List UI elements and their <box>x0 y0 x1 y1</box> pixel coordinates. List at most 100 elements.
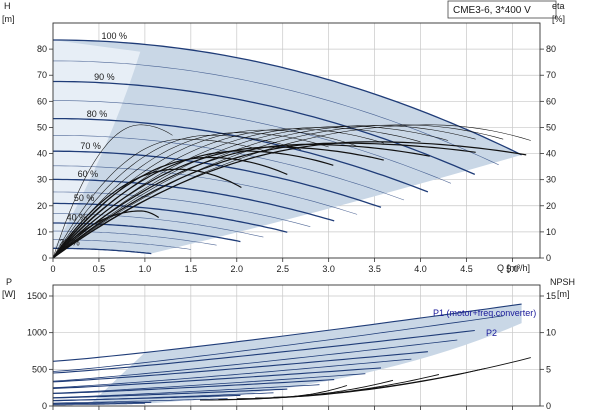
p2-curve-3 <box>52 373 366 394</box>
by2tick-label-2: 10 <box>546 328 556 338</box>
p1-curve-7 <box>53 401 152 405</box>
ytick-label-7: 70 <box>37 70 47 80</box>
bottom-region-fill <box>89 304 522 405</box>
speed-label-3: 70 % <box>80 141 101 151</box>
head-curve-21pct <box>53 247 152 255</box>
p1-curve-5 <box>52 388 288 399</box>
x-axis-label-q: Q <box>497 263 504 273</box>
bytick-label-2: 1000 <box>27 328 47 338</box>
eta-curve-0 <box>52 141 527 259</box>
p1-curve-0 <box>52 303 522 362</box>
bottom-operating-region <box>89 304 522 405</box>
p1-curve-4 <box>52 379 335 395</box>
top-region-left <box>53 39 141 251</box>
y2tick-label-7: 70 <box>546 70 556 80</box>
series-label-p1: P1 (motor+freq.converter) <box>433 308 536 318</box>
y2tick-label-4: 40 <box>546 149 556 159</box>
xtick-label-6: 3.0 <box>322 264 335 274</box>
ytick-label-6: 60 <box>37 96 47 106</box>
xtick-label-9: 4.5 <box>460 264 473 274</box>
speed-label-7: 21 % <box>59 238 80 248</box>
eta-thin-7 <box>52 132 329 259</box>
x-axis-unit-q: [m³/h] <box>507 263 530 273</box>
xtick-label-4: 2.0 <box>231 264 244 274</box>
head-curve-100pct <box>53 39 522 156</box>
ytick-label-0: 0 <box>42 253 47 263</box>
eta-curve-5 <box>52 156 288 259</box>
title-box <box>447 0 557 19</box>
ytick-label-1: 10 <box>37 227 47 237</box>
speed-labels: 100 % 90 % 80 % 70 % 60 % 50 % 40 % 21 % <box>59 31 127 248</box>
ytick-label-2: 20 <box>37 201 47 211</box>
bytick-label-3: 1500 <box>27 291 47 301</box>
y2tick-label-0: 0 <box>546 253 551 263</box>
npsh-curve-4 <box>273 385 348 398</box>
head-curve-thin-3 <box>53 165 358 215</box>
bytick-label-1: 500 <box>32 364 47 374</box>
speed-label-0: 100 % <box>101 31 127 41</box>
head-curve-70pct <box>53 150 382 208</box>
top-frame <box>52 22 541 259</box>
by2tick-label-0: 0 <box>546 401 551 411</box>
head-curve-thin-0 <box>53 60 499 166</box>
y2-axis-label-npsh: NPSH <box>550 277 575 287</box>
xtick-label-8: 4.0 <box>414 264 427 274</box>
by2tick-label-1: 5 <box>546 364 551 374</box>
eta-thin-8 <box>52 135 302 259</box>
efficiency-curves <box>52 124 531 259</box>
y2tick-label-3: 30 <box>546 175 556 185</box>
head-curve-60pct <box>53 178 335 222</box>
p1-curve-2 <box>52 351 428 383</box>
eta-thin-9 <box>52 138 274 259</box>
head-curve-40pct <box>53 222 241 243</box>
p2-curve-2 <box>52 358 412 389</box>
head-curve-90pct <box>53 80 476 175</box>
y-axis-label-p: P <box>6 277 12 287</box>
series-label-p2: P2 <box>486 328 497 338</box>
p2-curve-4 <box>52 384 320 398</box>
y-axis-unit-h: [m] <box>2 14 15 24</box>
y2tick-label-6: 60 <box>546 96 556 106</box>
head-curve-thin-1 <box>53 100 452 184</box>
y-axis-label-h: H <box>4 1 11 11</box>
eta-curve-6 <box>52 168 242 259</box>
speed-label-2: 80 % <box>87 109 108 119</box>
p1-curve-6 <box>52 394 241 402</box>
eta-curve-1 <box>52 142 476 259</box>
speed-label-4: 60 % <box>78 169 99 179</box>
xtick-label-0: 0 <box>50 264 55 274</box>
eta-thin-2 <box>52 125 476 259</box>
xtick-label-1: 0.5 <box>93 264 106 274</box>
eta-curve-3 <box>52 146 384 259</box>
power-curves <box>52 303 522 406</box>
ytick-label-3: 30 <box>37 175 47 185</box>
p2-curve-1 <box>52 339 458 382</box>
npsh-curves <box>200 357 531 401</box>
xtick-label-10: 5.0 <box>506 264 519 274</box>
y2-axis-unit-npsh: [m] <box>557 289 570 299</box>
y2-axis-label-eta: eta <box>552 1 565 11</box>
ytick-label-4: 40 <box>37 149 47 159</box>
bottom-frame <box>52 284 541 407</box>
by2tick-label-3: 15 <box>546 291 556 301</box>
p2-curve-6 <box>52 398 228 404</box>
y2tick-label-8: 80 <box>546 44 556 54</box>
speed-label-1: 90 % <box>94 72 115 82</box>
bytick-label-0: 0 <box>42 401 47 411</box>
y2tick-label-5: 50 <box>546 122 556 132</box>
y-axis-unit-p: [W] <box>2 289 16 299</box>
xtick-label-5: 2.5 <box>276 264 289 274</box>
y2tick-label-2: 20 <box>546 201 556 211</box>
xtick-label-2: 1.0 <box>139 264 152 274</box>
head-curve-thin-4 <box>52 191 311 227</box>
p1-curve-3 <box>52 367 382 389</box>
xtick-label-7: 3.5 <box>368 264 381 274</box>
eta-thin-10 <box>52 124 173 259</box>
eta-curve-2 <box>52 143 430 259</box>
eta-thin-3 <box>52 125 449 259</box>
bottom-axes: 0 500 1000 1500 0 5 10 15 <box>27 284 556 411</box>
chart-title: CME3-6, 3*400 V <box>453 5 531 16</box>
p2-curve-7 <box>53 403 145 406</box>
